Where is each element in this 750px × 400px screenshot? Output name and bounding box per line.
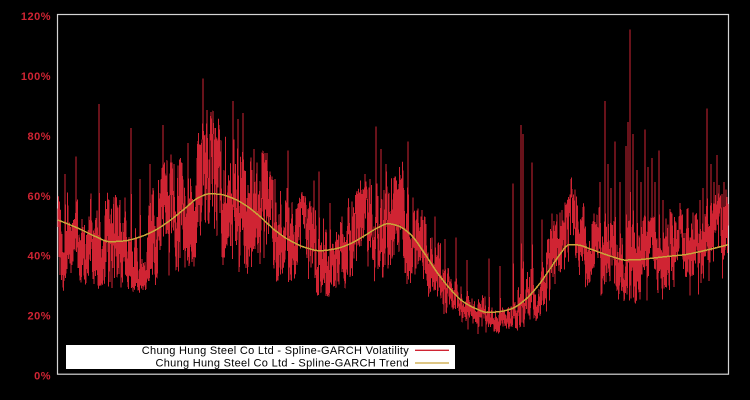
svg-text:60%: 60% (27, 191, 51, 203)
svg-text:Chung Hung Steel Co Ltd - Spli: Chung Hung Steel Co Ltd - Spline-GARCH V… (142, 345, 409, 357)
svg-text:0%: 0% (34, 371, 51, 383)
svg-text:20%: 20% (27, 311, 51, 323)
svg-text:80%: 80% (27, 131, 51, 143)
svg-text:100%: 100% (21, 71, 51, 83)
svg-text:40%: 40% (27, 251, 51, 263)
svg-text:120%: 120% (21, 11, 51, 23)
svg-text:Chung Hung Steel Co Ltd - Spli: Chung Hung Steel Co Ltd - Spline-GARCH T… (156, 358, 410, 370)
